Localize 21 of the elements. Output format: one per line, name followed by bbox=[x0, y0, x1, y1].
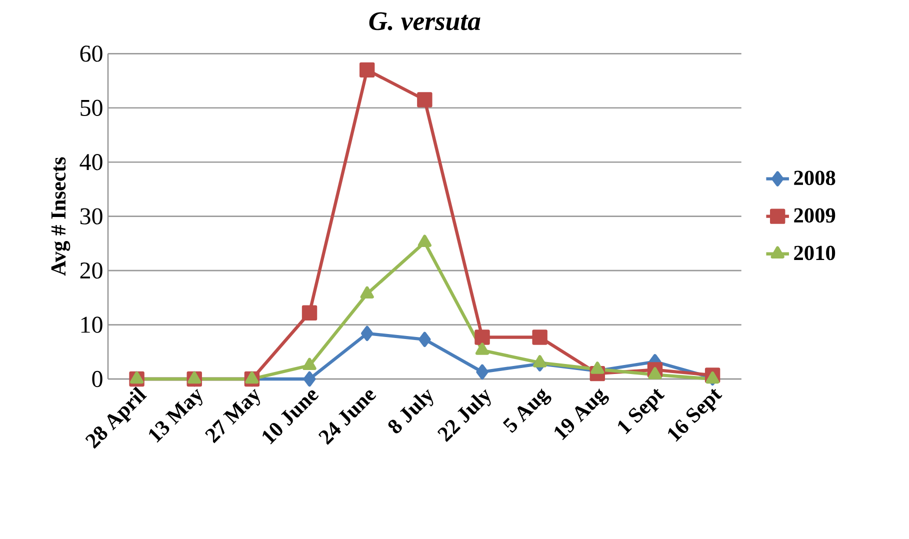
y-tick-label: 40 bbox=[80, 154, 102, 170]
legend-label: 2009 bbox=[794, 208, 836, 223]
y-tick-label: 0 bbox=[92, 370, 102, 388]
y-tick-label: 10 bbox=[81, 316, 102, 333]
y-tick-label: 20 bbox=[80, 262, 102, 279]
legend-label: 2010 bbox=[794, 246, 836, 260]
x-tick-label: 27 May bbox=[205, 388, 260, 444]
x-tick-label: 5 Aug bbox=[502, 388, 552, 433]
x-tick-label: 1 Sept bbox=[618, 388, 665, 434]
x-tick-label: 22 July bbox=[437, 389, 491, 442]
x-tick-label: 8 July bbox=[388, 389, 434, 434]
y-tick-label: 60 bbox=[80, 46, 102, 62]
y-axis-title: Avg # Insects bbox=[51, 157, 70, 276]
y-tick-label: 50 bbox=[80, 100, 102, 116]
x-tick-label: 10 June bbox=[262, 390, 319, 444]
x-tick-label: 19 Aug bbox=[554, 388, 609, 440]
x-tick-label: 24 June bbox=[318, 390, 376, 445]
chart-title: G. versuta bbox=[369, 12, 480, 30]
legend-label: 2008 bbox=[794, 170, 836, 186]
x-tick-label: 16 Sept bbox=[668, 388, 722, 442]
y-tick-label: 30 bbox=[80, 208, 102, 224]
